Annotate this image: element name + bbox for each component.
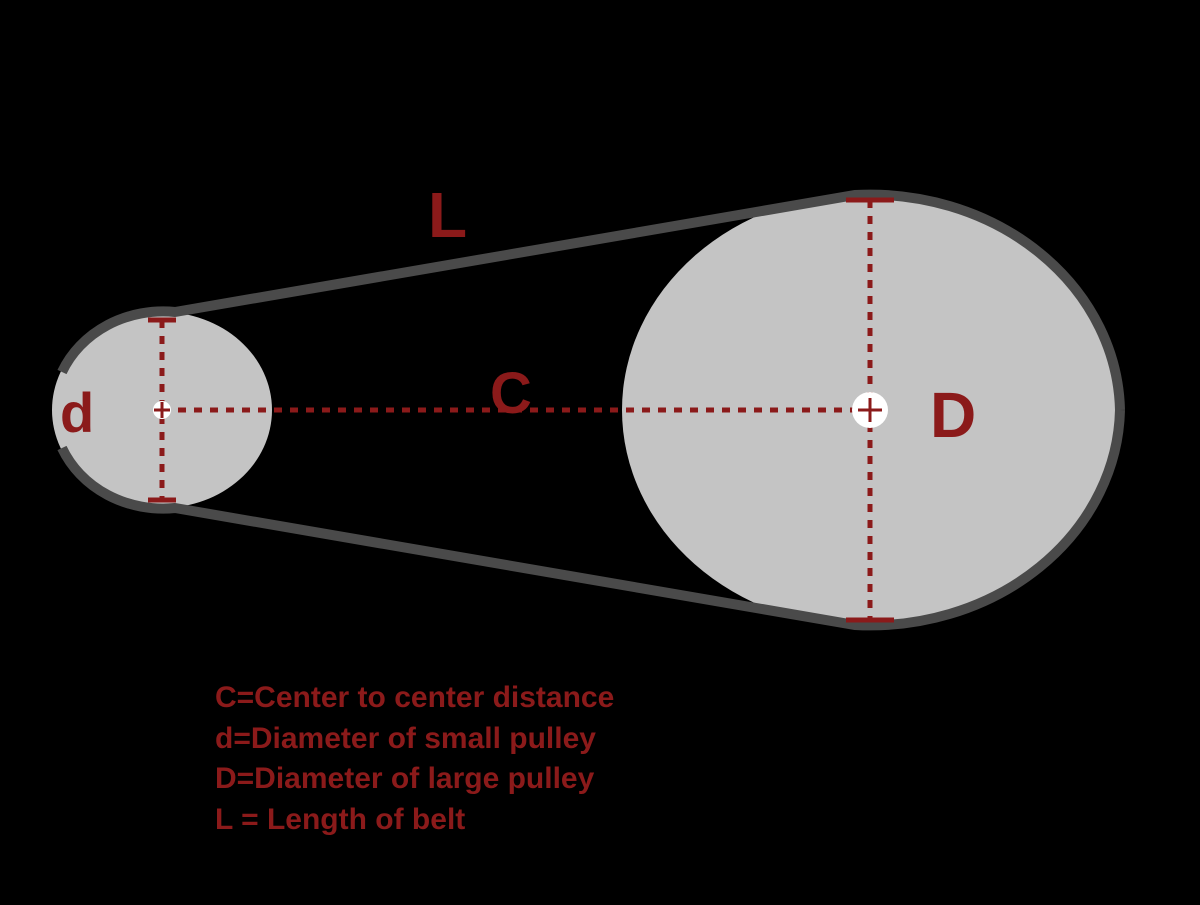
label-d: d <box>60 380 94 445</box>
legend-line-D: D=Diameter of large pulley <box>215 759 614 800</box>
pulley-diagram: L C d D C=Center to center distance d=Di… <box>0 0 1200 900</box>
label-C: C <box>490 360 532 427</box>
label-L: L <box>428 178 467 252</box>
legend-line-c: C=Center to center distance <box>215 678 614 719</box>
legend: C=Center to center distance d=Diameter o… <box>215 678 614 840</box>
legend-line-d: d=Diameter of small pulley <box>215 719 614 760</box>
label-D: D <box>930 378 976 452</box>
legend-line-L: L = Length of belt <box>215 800 614 841</box>
